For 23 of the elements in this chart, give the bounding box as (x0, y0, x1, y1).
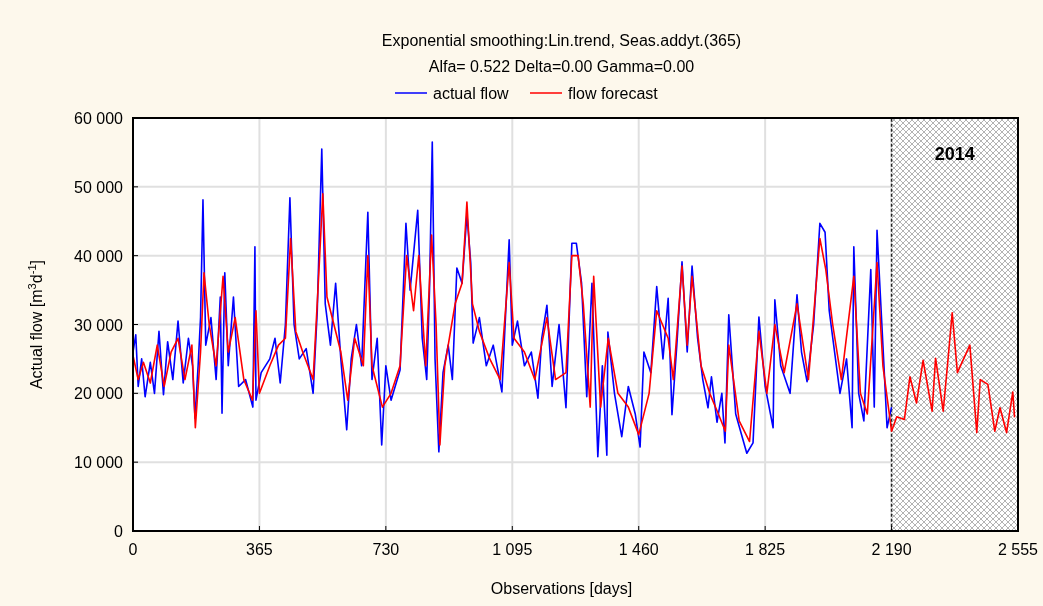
line-series (132, 141, 893, 458)
x-tick-label: 0 (128, 541, 138, 558)
x-tick-label: 730 (372, 541, 400, 558)
legend-label: flow forecast (568, 85, 659, 102)
chart-subtitle: Alfa= 0.522 Delta=0.00 Gamma=0.00 (428, 58, 695, 75)
y-tick-label: 50 000 (74, 178, 124, 196)
band-label: 2014 (934, 144, 975, 164)
line-series (132, 192, 1016, 446)
x-tick-label: 1 825 (745, 541, 786, 558)
x-axis-title: Observations [days] (490, 580, 633, 597)
x-tick-label: 1 460 (618, 541, 659, 558)
y-tick-label: 0 (114, 523, 124, 540)
y-tick-label: 30 000 (74, 316, 124, 334)
x-tick-label: 1 095 (492, 541, 533, 558)
x-tick-label: 2 555 (997, 541, 1039, 558)
y-tick-label: 10 000 (74, 454, 124, 472)
x-tick-label: 365 (246, 541, 273, 558)
chart-title: Exponential smoothing:Lin.trend, Seas.addyt.(365) (381, 32, 742, 49)
y-tick-label: 20 000 (74, 385, 124, 403)
y-tick-label: 40 000 (74, 247, 124, 265)
legend-label: actual flow (433, 85, 510, 102)
x-tick-label: 2 190 (871, 541, 912, 558)
y-tick-label: 60 000 (74, 110, 124, 127)
